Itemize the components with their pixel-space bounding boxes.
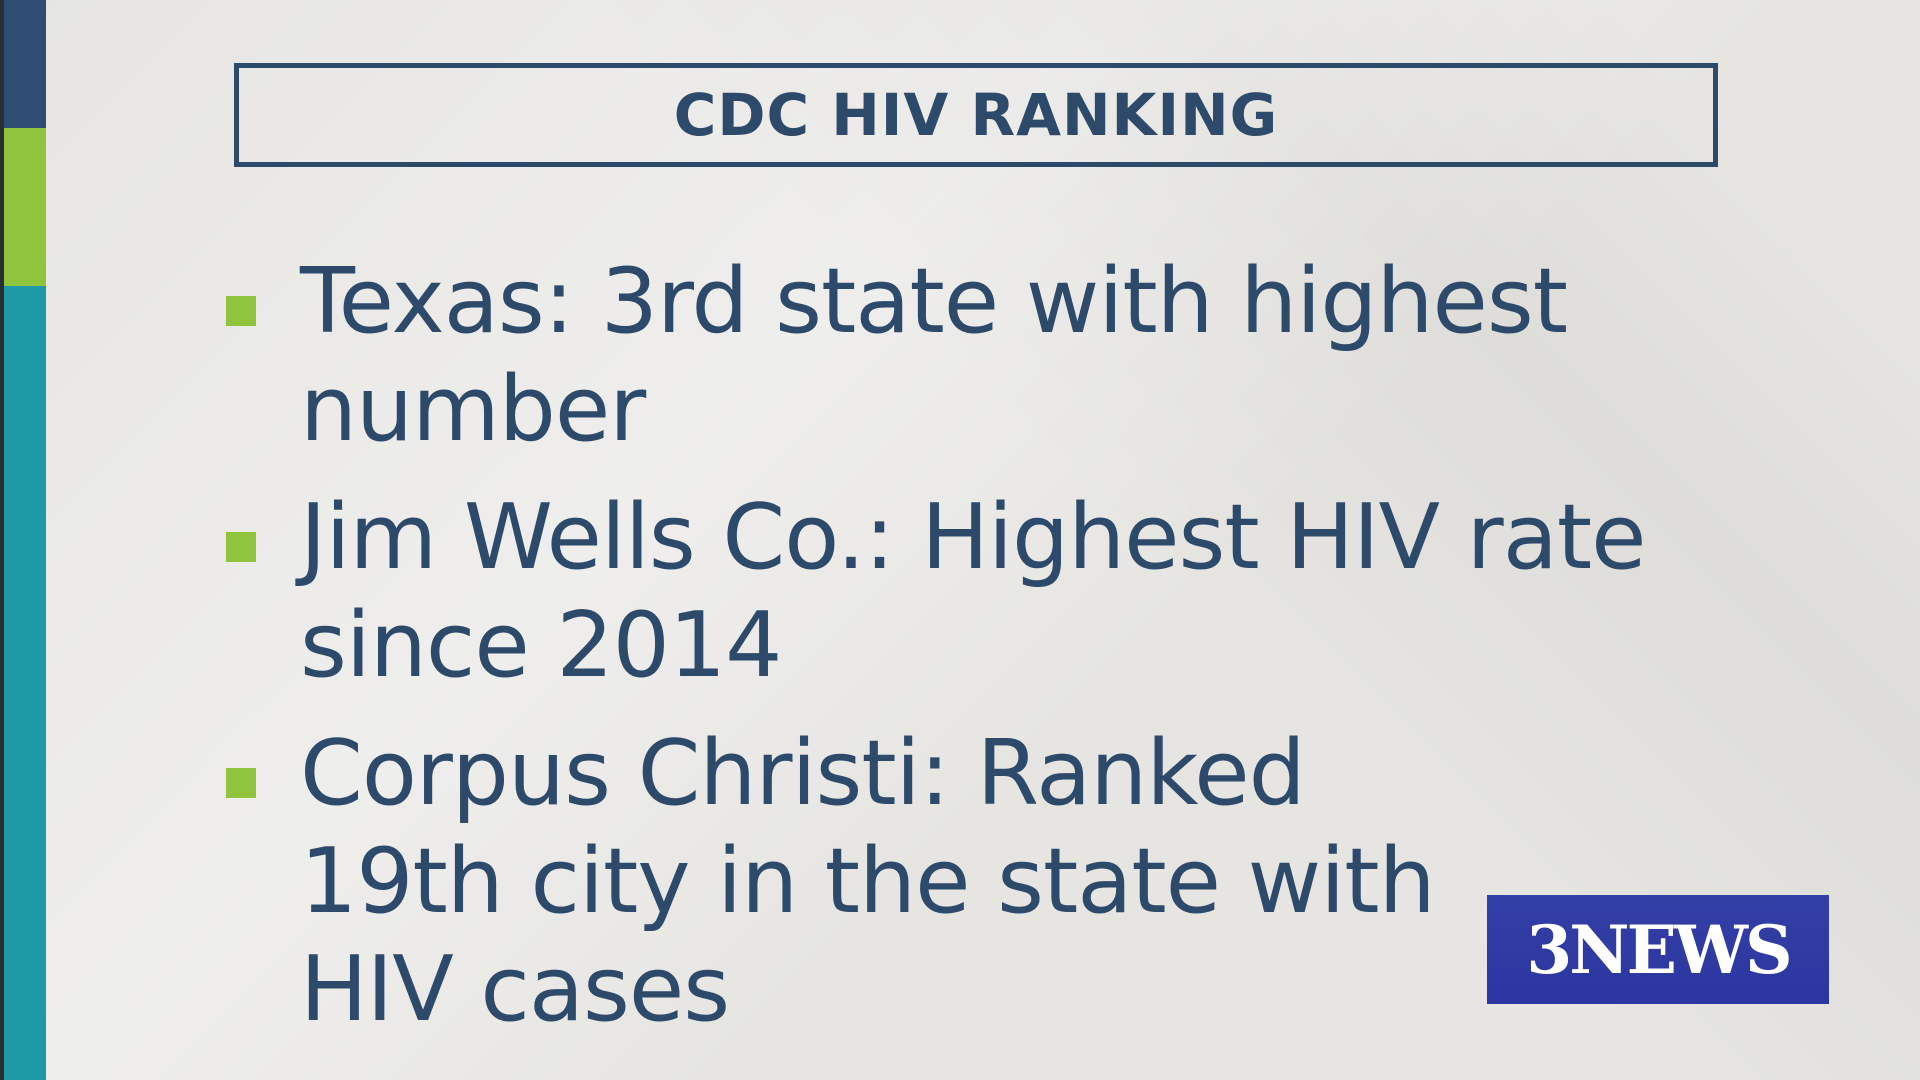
stripe-teal-segment bbox=[4, 286, 46, 1080]
bullet-text: Corpus Christi: Ranked 19th city in the … bbox=[300, 721, 1436, 1042]
frame-edge bbox=[0, 0, 4, 1080]
bullet-square-icon bbox=[226, 532, 256, 562]
stripe-navy-segment bbox=[4, 0, 46, 128]
slide-title: CDC HIV RANKING bbox=[673, 81, 1279, 149]
bullet-item: Corpus Christi: Ranked 19th city in the … bbox=[226, 720, 1726, 1044]
bullet-square-icon bbox=[226, 296, 256, 326]
bullet-text: Jim Wells Co.: Highest HIV rate since 20… bbox=[300, 485, 1647, 698]
side-stripe bbox=[4, 0, 46, 1080]
stripe-green-segment bbox=[4, 128, 46, 348]
title-box: CDC HIV RANKING bbox=[234, 63, 1718, 167]
bullet-list: Texas: 3rd state with highest number Jim… bbox=[226, 248, 1726, 1064]
bullet-item: Jim Wells Co.: Highest HIV rate since 20… bbox=[226, 484, 1726, 700]
bullet-square-icon bbox=[226, 768, 256, 798]
station-logo: 3NEWS bbox=[1487, 895, 1829, 1004]
logo-text: 3NEWS bbox=[1526, 910, 1792, 989]
bullet-text: Texas: 3rd state with highest number bbox=[300, 249, 1568, 462]
bullet-item: Texas: 3rd state with highest number bbox=[226, 248, 1726, 464]
